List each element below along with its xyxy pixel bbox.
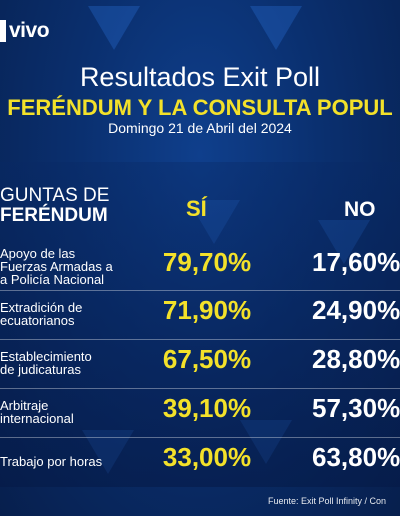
question-line: internacional xyxy=(0,411,74,426)
si-value: 79,70% xyxy=(162,247,252,277)
no-value: 28,80% xyxy=(312,344,400,374)
row-divider xyxy=(0,290,400,291)
question-line: Establecimiento xyxy=(0,349,92,364)
no-value: 17,60% xyxy=(312,247,400,277)
table-row: Establecimiento de judicaturas 67,50% 28… xyxy=(0,340,400,386)
question-line: a Policía Nacional xyxy=(0,271,105,287)
si-value: 39,10% xyxy=(162,393,252,423)
question-line: Trabajo por horas xyxy=(0,453,103,469)
decorative-triangle xyxy=(88,6,140,50)
no-value: 24,90% xyxy=(312,295,400,325)
si-value: 33,00% xyxy=(162,442,252,472)
table-row: Extradición de ecuatorianos 71,90% 24,90… xyxy=(0,291,400,337)
row-divider xyxy=(0,388,400,389)
question-line: de judicaturas xyxy=(0,362,81,377)
si-column-header: SÍ xyxy=(186,196,207,221)
question-line: ecuatorianos xyxy=(0,313,75,328)
si-value: 67,50% xyxy=(162,344,252,374)
question-line: Fuerzas Armadas a xyxy=(0,258,113,274)
decorative-triangle xyxy=(250,6,302,50)
row-divider xyxy=(0,339,400,340)
question-cell: Apoyo de las Fuerzas Armadas a a Policía… xyxy=(0,243,148,289)
question-line: Apoyo de las xyxy=(0,245,76,261)
logo-mark-icon xyxy=(0,20,6,42)
results-panel xyxy=(0,162,400,487)
row-divider xyxy=(0,437,400,438)
page-title: Resultados Exit Poll xyxy=(79,62,321,92)
no-value: 57,30% xyxy=(312,393,400,423)
source-footnote: Fuente: Exit Poll Infinity / Con xyxy=(268,496,387,506)
table-row: Trabajo por horas 33,00% 63,80% xyxy=(0,438,400,484)
question-header-line2: FERÉNDUM xyxy=(0,205,108,226)
question-line: Arbitraje xyxy=(0,398,49,413)
table-row: Arbitraje internacional 39,10% 57,30% xyxy=(0,389,400,435)
question-cell: Arbitraje internacional xyxy=(0,389,148,435)
question-header-line1: GUNTAS DE xyxy=(0,185,110,206)
question-column-header: GUNTAS DE FERÉNDUM xyxy=(0,186,109,226)
table-row: Apoyo de las Fuerzas Armadas a a Policía… xyxy=(0,243,400,289)
logo-text: vivo xyxy=(9,19,50,42)
page-subtitle: FERÉNDUM Y LA CONSULTA POPUL xyxy=(7,95,393,120)
brand-logo: vivo xyxy=(0,18,50,44)
si-value: 71,90% xyxy=(162,295,252,325)
question-line: Extradición de xyxy=(0,300,83,315)
date-label: Domingo 21 de Abril del 2024 xyxy=(108,120,292,136)
question-cell: Trabajo por horas xyxy=(0,438,148,484)
question-cell: Extradición de ecuatorianos xyxy=(0,291,148,337)
question-cell: Establecimiento de judicaturas xyxy=(0,340,148,386)
no-value: 63,80% xyxy=(312,442,400,472)
no-column-header: NO xyxy=(344,198,376,221)
